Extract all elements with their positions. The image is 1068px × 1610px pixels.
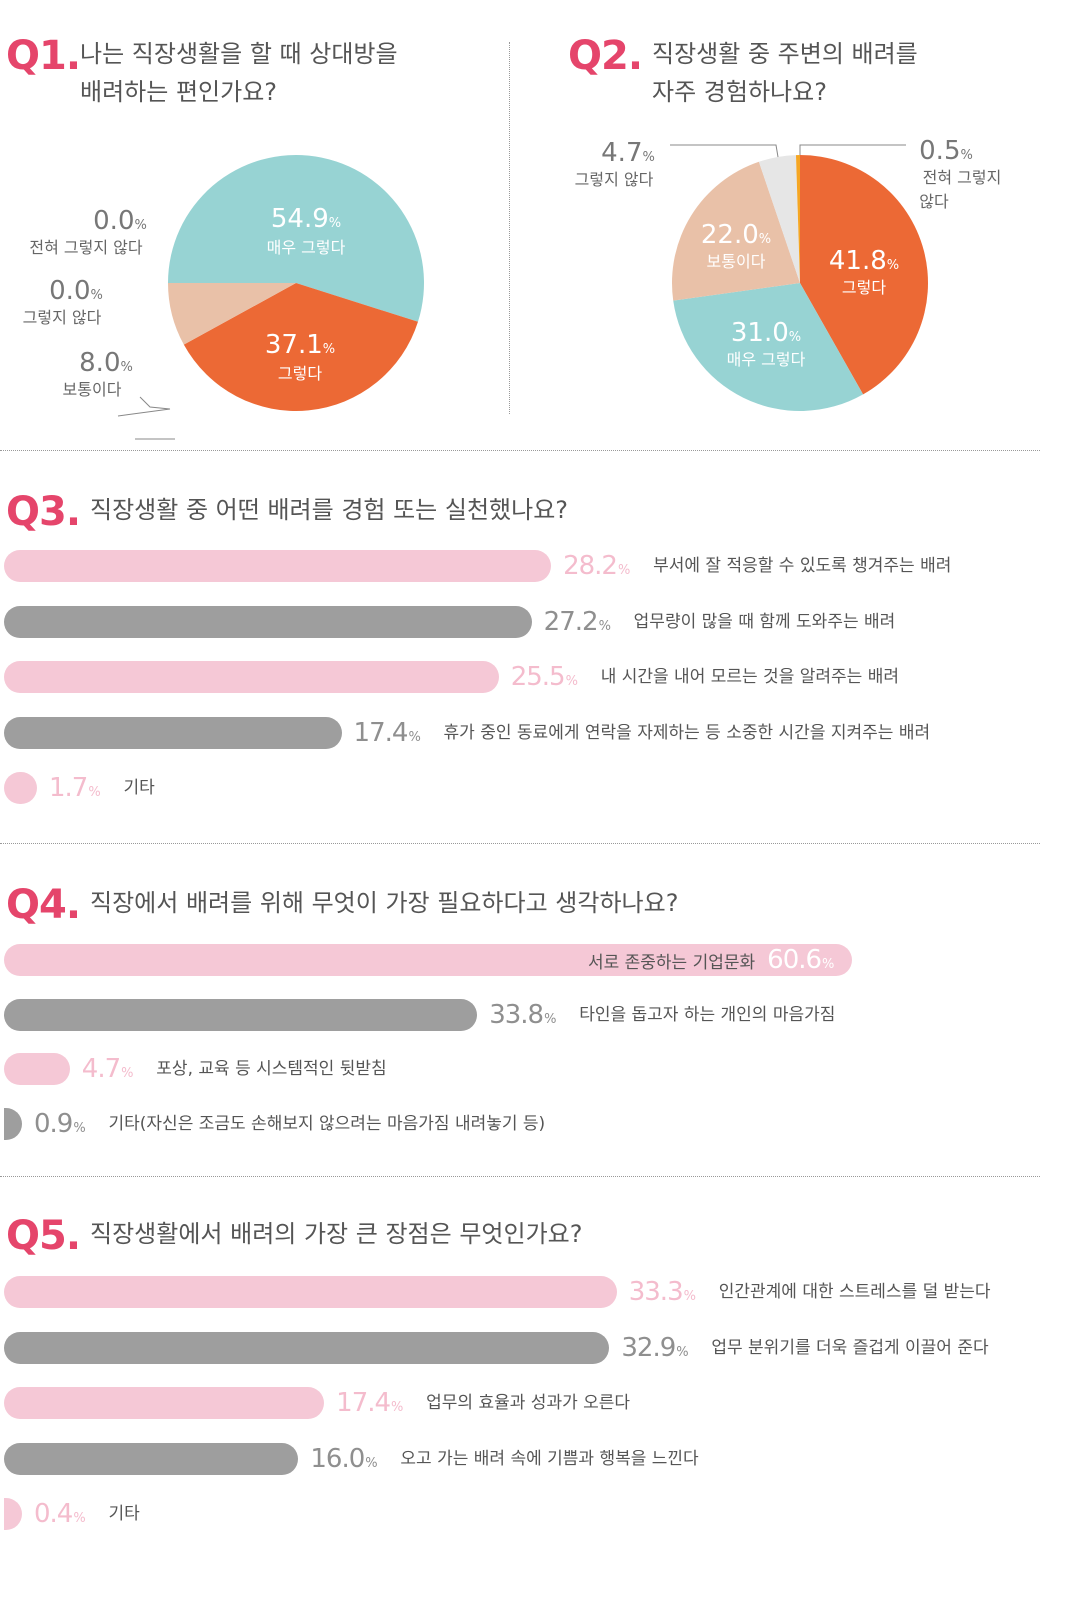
q3-category-label-2: 내 시간을 내어 모르는 것을 알려주는 배려 [600,667,899,687]
q1-title-line2: 배려하는 편인가요? [80,78,278,106]
q3-bar-4 [4,772,37,804]
q1-header: Q1. 나는 직장생활을 할 때 상대방을 배려하는 편인가요? [6,36,496,116]
q3-value-label-0: 28.2% [563,551,631,581]
q1-pie-chart: 54.9% 매우 그렇다 37.1% 그렇다 0.0% 전혀 그렇지 않다 0.0% 그렇지 … [23,154,425,440]
q3-category-label-1: 업무량이 많을 때 함께 도와주는 배려 [633,611,896,632]
q3-value-label-3: 17.4% [353,717,421,748]
q4-value-label-3: 0.9% [34,1108,86,1139]
q3-value-label-1: 27.2% [543,606,611,637]
q5-header: Q5. 직장생활에서 배려의 가장 큰 장점은 무엇인가요? [6,1216,1006,1260]
q1-value-neutral: 8.0% [79,348,133,378]
q5-bar-1 [4,1331,610,1364]
q4-value-label-1: 33.8% [489,999,557,1030]
q3-bar-2 [4,661,499,693]
q1-pie-slice-0 [168,154,425,322]
q3-header: Q3. 직장생활 중 어떤 배려를 경험 또는 실천했나요? [6,492,1006,536]
q2-label-neutral: 보통이다 [707,252,766,271]
q5-value-label-0: 33.3% [628,1277,696,1307]
q1-value-never: 0.0% [93,206,147,236]
q1-label-never: 전혀 그렇지 않다 [29,238,142,257]
q3-number: Q3. [6,489,81,535]
q2-label-never-line1: 전혀 그렇지 [923,168,1002,187]
q3-value-label-2: 25.5% [510,662,578,692]
q1-value-yes: 37.1% [265,330,335,360]
q1-value-very-yes: 54.9% [271,204,341,234]
q1-label-yes: 그렇다 [278,364,322,383]
q2-pie-slice-3 [758,155,800,283]
q2-value-no: 4.7% [601,138,655,168]
q3-bar-1 [4,605,532,638]
q5-value-label-1: 32.9% [621,1332,689,1363]
q1-number: Q1. [6,33,81,79]
q2-title-line2: 자주 경험하나요? [652,78,827,106]
q1-leader-line-2 [117,408,171,417]
q5-category-label-4: 기타 [108,1504,140,1524]
q2-title-line1: 직장생활 중 주변의 배려를 [652,40,918,68]
divider-3 [0,1176,1040,1177]
q2-leader-line-2 [799,144,906,155]
q4-bar-0 [4,944,853,976]
q4-category-label-3: 기타(자신은 조금도 손해보지 않으려는 마음가짐 내려놓기 등) [108,1113,546,1134]
q3-category-label-4: 기타 [123,778,155,798]
q1-title-line1: 나는 직장생활을 할 때 상대방을 [80,40,398,68]
q5-number: Q5. [6,1213,81,1259]
q2-value-never: 0.5% [919,136,973,166]
q2-value-neutral: 22.0% [701,220,771,250]
q2-value-yes: 41.8% [829,246,899,276]
q2-pie-chart: 41.8% 그렇다 31.0% 매우 그렇다 22.0% 보통이다 4.7% 그렇지 않다 0.… [575,136,1002,411]
q5-bar-3 [4,1442,299,1475]
q5-category-label-1: 업무 분위기를 더욱 즐겁게 이끌어 준다 [711,1337,989,1358]
vertical-divider [509,42,510,414]
q5-bar-2 [4,1387,325,1419]
q5-bar-0 [4,1276,617,1308]
q4-number: Q4. [6,882,81,928]
q5-value-label-2: 17.4% [336,1388,404,1418]
q1-leader-line-1 [139,396,171,410]
q1-label-very-yes: 매우 그렇다 [267,238,346,257]
q1-label-no: 그렇지 않다 [23,308,102,327]
q5-title: 직장생활에서 배려의 가장 큰 장점은 무엇인가요? [90,1220,583,1248]
q3-bar-0 [4,550,552,582]
q2-pie-slice-1 [673,283,864,411]
q3-title: 직장생활 중 어떤 배려를 경험 또는 실천했나요? [90,496,569,524]
q1-pie-slice-2 [168,283,296,345]
q3-value-label-4: 1.7% [48,773,101,803]
q2-label-very-yes: 매우 그렇다 [727,350,806,369]
q2-pie-slice-0 [800,155,928,395]
q4-bar-0-inside-label: 서로 존중하는 기업문화 60.6% [588,944,834,976]
q5-category-label-3: 오고 가는 배려 속에 기쁨과 행복을 느낀다 [400,1448,699,1469]
q1-value-no: 0.0% [49,276,103,306]
q2-header: Q2. 직장생활 중 주변의 배려를 자주 경험하나요? [568,36,1048,116]
q1-label-neutral: 보통이다 [63,380,122,399]
q4-category-label-1: 타인을 돕고자 하는 개인의 마음가짐 [579,1004,836,1025]
q2-pie-slice-2 [672,161,800,301]
q2-leader-line-1 [670,144,779,158]
q3-category-label-0: 부서에 잘 적응할 수 있도록 챙겨주는 배려 [653,556,952,576]
q2-pie-slice-4 [795,155,800,283]
q3-bar-3 [4,716,342,749]
q4-value-label-2: 4.7% [81,1054,134,1084]
q2-number: Q2. [568,33,643,79]
q4-title: 직장에서 배려를 위해 무엇이 가장 필요하다고 생각하나요? [90,889,679,917]
q2-label-yes: 그렇다 [842,278,886,297]
q5-category-label-0: 인간관계에 대한 스트레스를 덜 받는다 [718,1282,991,1302]
q4-header: Q4. 직장에서 배려를 위해 무엇이 가장 필요하다고 생각하나요? [6,885,1006,929]
q3-category-label-3: 휴가 중인 동료에게 연락을 자제하는 등 소중한 시간을 지켜주는 배려 [443,722,931,743]
q1-pie-slice-1 [183,283,418,411]
q4-bar-3 [4,1107,22,1140]
q2-value-very-yes: 31.0% [731,318,801,348]
q2-label-never-line2: 않다 [919,192,949,211]
q4-category-label-0: 서로 존중하는 기업문화 [587,952,756,973]
q4-bar-2 [4,1053,70,1085]
q5-value-label-4: 0.4% [34,1499,86,1529]
divider-2 [0,843,1040,844]
q4-value-label-0: 60.6% [767,945,835,975]
q4-bar-1 [4,998,478,1031]
q5-category-label-2: 업무의 효율과 성과가 오른다 [426,1393,631,1413]
q5-value-label-3: 16.0% [310,1443,378,1474]
q4-category-label-2: 포상, 교육 등 시스템적인 뒷받침 [156,1059,387,1079]
q2-label-no: 그렇지 않다 [575,170,654,189]
divider-1 [0,450,1040,451]
q5-bar-4 [4,1498,22,1530]
